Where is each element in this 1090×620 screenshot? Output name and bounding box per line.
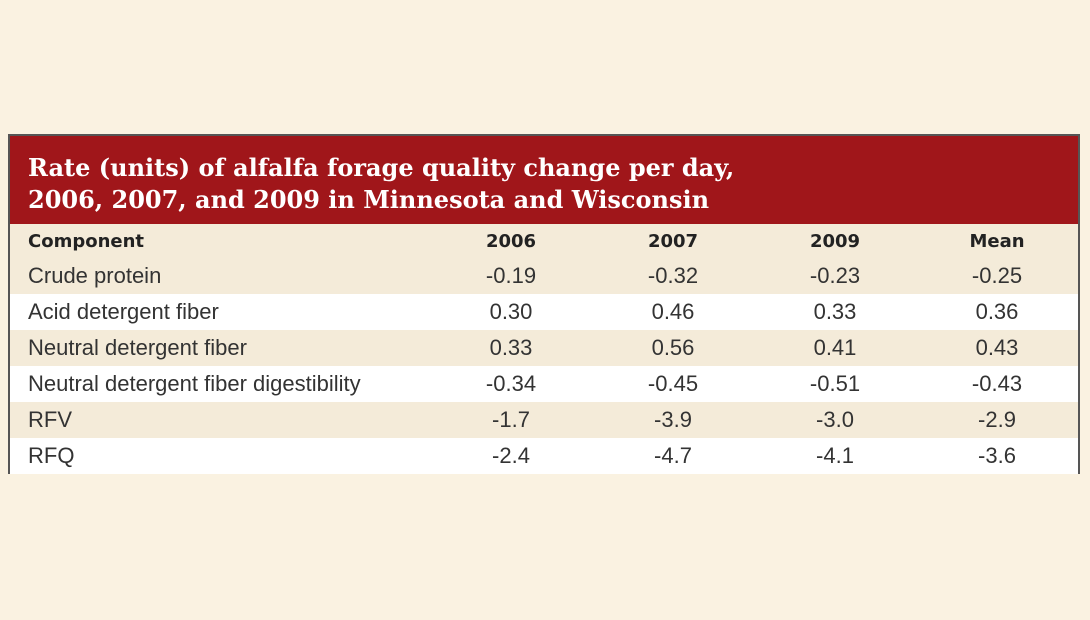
cell-value: 0.41 (813, 335, 857, 360)
cell-value: 0.30 (489, 299, 533, 324)
cell-value: 0.36 (975, 299, 1019, 324)
cell-value: -0.34 (485, 371, 537, 396)
cell-value: -3.9 (654, 407, 692, 432)
column-header-2006: 2006 (485, 230, 537, 252)
table-row: Neutral detergent fiber 0.33 0.56 0.41 0… (10, 330, 1078, 366)
cell-value: -0.19 (485, 263, 537, 288)
cell-value: -0.32 (647, 263, 699, 288)
column-header-component: Component (28, 230, 145, 252)
cell-value: -1.7 (492, 407, 530, 432)
table-title: Rate (units) of alfalfa forage quality c… (10, 136, 1078, 224)
cell-value: -0.51 (809, 371, 861, 396)
cell-value: -4.7 (654, 443, 692, 468)
cell-value: 0.33 (813, 299, 857, 324)
cell-value: -0.25 (971, 263, 1023, 288)
table-title-line-2: 2006, 2007, and 2009 in Minnesota and Wi… (28, 185, 710, 214)
cell-value: -0.23 (809, 263, 861, 288)
cell-value: -4.1 (816, 443, 854, 468)
table-header-row: Component 2006 2007 2009 Mean (10, 224, 1078, 258)
data-table: Component 2006 2007 2009 Mean Crude prot… (10, 224, 1078, 474)
cell-value: -2.4 (492, 443, 530, 468)
cell-value: 0.56 (651, 335, 695, 360)
cell-value: -3.6 (978, 443, 1016, 468)
table-row: Crude protein -0.19 -0.32 -0.23 -0.25 (10, 258, 1078, 294)
row-label: Crude protein (28, 263, 162, 288)
cell-value: -0.45 (647, 371, 699, 396)
row-label: Neutral detergent fiber (28, 335, 247, 360)
cell-value: -0.43 (971, 371, 1023, 396)
table-title-line-1: Rate (units) of alfalfa forage quality c… (28, 153, 735, 182)
cell-value: 0.33 (489, 335, 533, 360)
table-row: RFV -1.7 -3.9 -3.0 -2.9 (10, 402, 1078, 438)
column-header-2009: 2009 (809, 230, 861, 252)
column-header-mean: Mean (969, 230, 1025, 252)
column-header-2007: 2007 (647, 230, 699, 252)
table-row: RFQ -2.4 -4.7 -4.1 -3.6 (10, 438, 1078, 474)
row-label: Acid detergent fiber (28, 299, 219, 324)
row-label: Neutral detergent fiber digestibility (28, 371, 361, 396)
cell-value: -2.9 (978, 407, 1016, 432)
table-row: Neutral detergent fiber digestibility -0… (10, 366, 1078, 402)
cell-value: -3.0 (816, 407, 854, 432)
table-row: Acid detergent fiber 0.30 0.46 0.33 0.36 (10, 294, 1078, 330)
row-label: RFQ (28, 443, 75, 468)
cell-value: 0.46 (651, 299, 695, 324)
cell-value: 0.43 (975, 335, 1019, 360)
row-label: RFV (28, 407, 72, 432)
data-table-card: Rate (units) of alfalfa forage quality c… (8, 134, 1080, 474)
